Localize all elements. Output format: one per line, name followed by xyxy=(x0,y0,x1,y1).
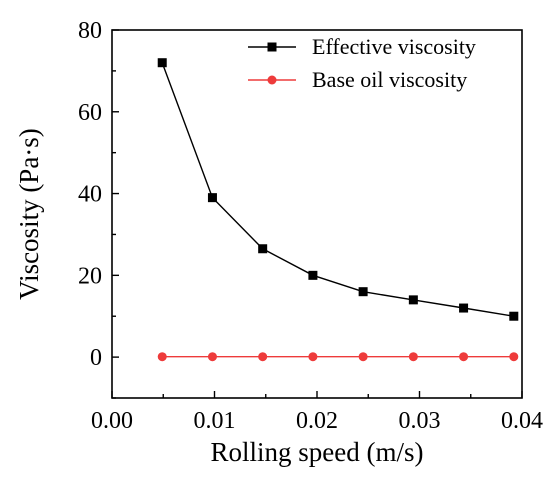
y-tick-label: 20 xyxy=(78,263,102,289)
x-tick-label: 0.01 xyxy=(194,408,236,434)
legend-entry: Base oil viscosity xyxy=(248,67,467,92)
data-point xyxy=(207,352,217,362)
data-point xyxy=(459,352,469,362)
y-tick-label: 60 xyxy=(78,100,102,126)
legend-circle-marker xyxy=(267,75,277,85)
plot-content xyxy=(157,58,519,362)
data-point xyxy=(258,352,268,362)
y-tick-label: 0 xyxy=(90,345,102,371)
data-point xyxy=(207,193,217,203)
y-axis-title: Viscosity (Pa·s) xyxy=(14,128,44,300)
series-line xyxy=(161,62,514,317)
legend: Effective viscosity Base oil viscosity xyxy=(248,34,476,92)
x-tick-label: 0.00 xyxy=(91,408,133,434)
data-point xyxy=(358,287,368,297)
data-point xyxy=(459,303,469,313)
data-point xyxy=(258,244,268,254)
y-tick-label: 40 xyxy=(78,182,102,208)
x-tick-label: 0.04 xyxy=(501,408,543,434)
series-base-oil-viscosity xyxy=(157,352,519,362)
data-point xyxy=(509,352,519,362)
legend-label: Base oil viscosity xyxy=(312,67,467,92)
x-tick-label: 0.03 xyxy=(399,408,441,434)
series-effective-viscosity xyxy=(157,58,519,321)
axis-ticks xyxy=(111,29,523,399)
data-point xyxy=(157,352,167,362)
data-point xyxy=(509,311,519,321)
legend-label: Effective viscosity xyxy=(312,34,476,59)
data-point xyxy=(408,295,418,305)
legend-square-marker xyxy=(267,42,277,52)
x-tick-label: 0.02 xyxy=(296,408,338,434)
data-point xyxy=(308,270,318,280)
data-point xyxy=(157,58,167,68)
legend-entry: Effective viscosity xyxy=(248,34,476,59)
y-tick-label: 80 xyxy=(78,18,102,44)
axis-tick-labels: 0.00 0.01 0.02 0.03 0.04 0 20 40 60 80 xyxy=(78,18,543,434)
x-axis-title: Rolling speed (m/s) xyxy=(211,437,424,467)
data-point xyxy=(358,352,368,362)
data-point xyxy=(308,352,318,362)
data-point xyxy=(408,352,418,362)
